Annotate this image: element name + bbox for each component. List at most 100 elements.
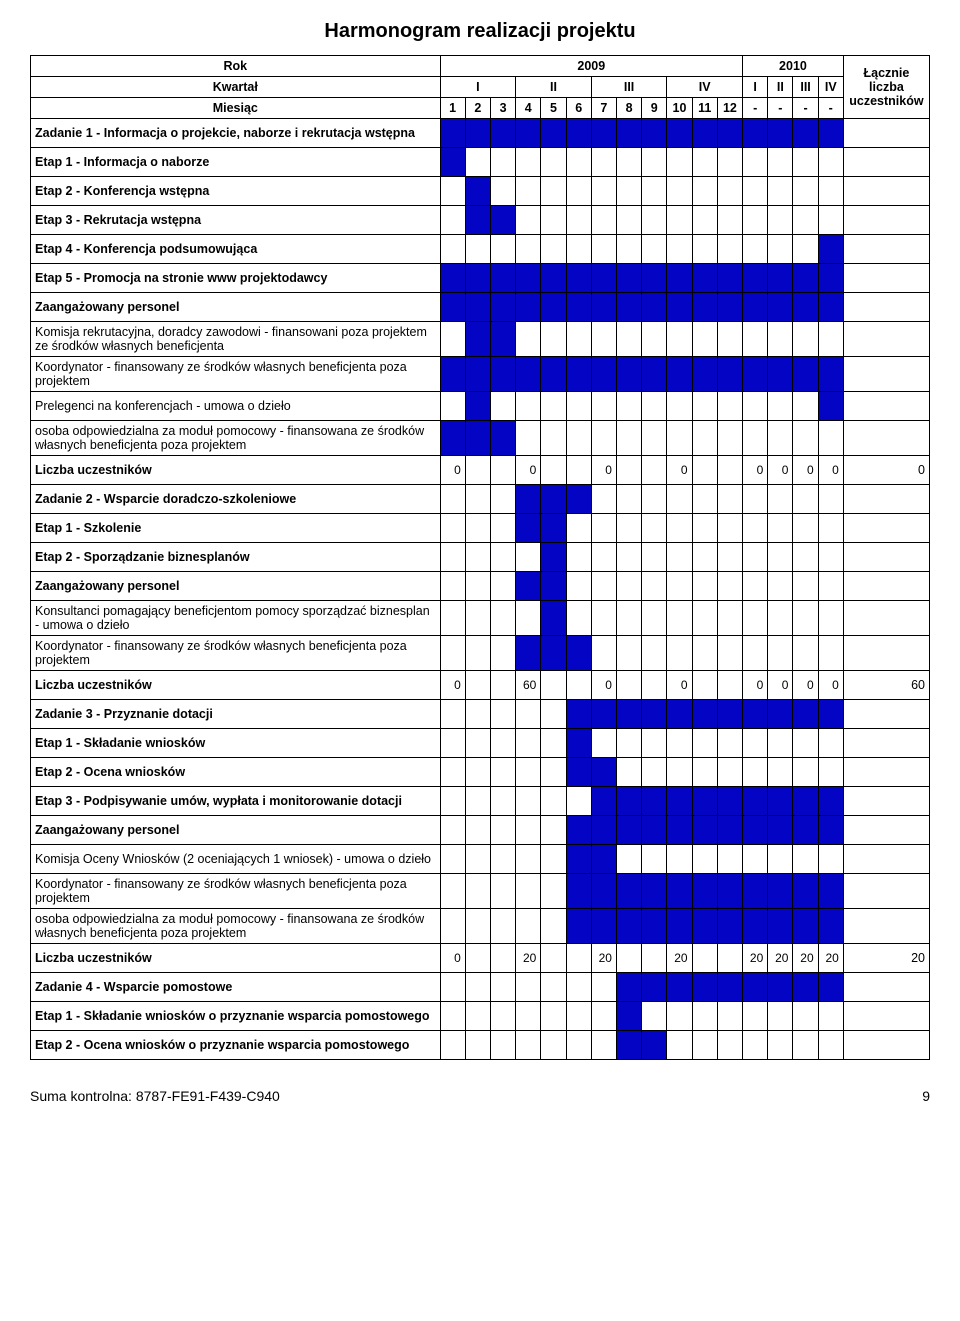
value-cell — [692, 456, 717, 485]
bar-cell — [490, 293, 515, 322]
empty-cell — [818, 1031, 843, 1060]
bar-cell — [667, 816, 692, 845]
row-total — [843, 973, 929, 1002]
row-label: Etap 5 - Promocja na stronie www projekt… — [31, 264, 441, 293]
header-month: 7 — [591, 98, 616, 119]
empty-cell — [616, 845, 641, 874]
empty-cell — [793, 514, 818, 543]
bar-cell — [642, 264, 667, 293]
bar-cell — [768, 357, 793, 392]
empty-cell — [591, 235, 616, 264]
bar-cell — [566, 293, 591, 322]
empty-cell — [667, 729, 692, 758]
empty-cell — [465, 787, 490, 816]
bar-cell — [616, 264, 641, 293]
header-miesiac: Miesiąc — [31, 98, 441, 119]
empty-cell — [616, 601, 641, 636]
bar-cell — [818, 293, 843, 322]
bar-cell — [465, 264, 490, 293]
bar-cell — [541, 264, 566, 293]
table-row: Etap 2 - Konferencja wstępna — [31, 177, 930, 206]
empty-cell — [440, 636, 465, 671]
bar-cell — [793, 816, 818, 845]
row-label: Konsultanci pomagający beneficjentom pom… — [31, 601, 441, 636]
bar-cell — [717, 973, 742, 1002]
empty-cell — [667, 1002, 692, 1031]
row-label: Etap 3 - Rekrutacja wstępna — [31, 206, 441, 235]
bar-cell — [818, 909, 843, 944]
bar-cell — [465, 322, 490, 357]
empty-cell — [793, 235, 818, 264]
empty-cell — [717, 845, 742, 874]
empty-cell — [440, 787, 465, 816]
empty-cell — [768, 543, 793, 572]
bar-cell — [692, 909, 717, 944]
header-q: II — [768, 77, 793, 98]
bar-cell — [818, 119, 843, 148]
table-row: Liczba uczestników000000000 — [31, 456, 930, 485]
table-row: Etap 3 - Podpisywanie umów, wypłata i mo… — [31, 787, 930, 816]
empty-cell — [440, 485, 465, 514]
row-total — [843, 421, 929, 456]
bar-cell — [717, 264, 742, 293]
table-row: Etap 1 - Składanie wniosków — [31, 729, 930, 758]
empty-cell — [717, 729, 742, 758]
empty-cell — [490, 392, 515, 421]
table-row: Zaangażowany personel — [31, 293, 930, 322]
row-total — [843, 357, 929, 392]
bar-cell — [768, 874, 793, 909]
bar-cell — [591, 264, 616, 293]
empty-cell — [743, 636, 768, 671]
empty-cell — [818, 845, 843, 874]
empty-cell — [692, 572, 717, 601]
row-total — [843, 206, 929, 235]
header-month: 3 — [490, 98, 515, 119]
empty-cell — [516, 787, 541, 816]
row-label: osoba odpowiedzialna za moduł pomocowy -… — [31, 421, 441, 456]
empty-cell — [591, 392, 616, 421]
bar-cell — [667, 357, 692, 392]
bar-cell — [541, 636, 566, 671]
bar-cell — [692, 874, 717, 909]
empty-cell — [667, 322, 692, 357]
empty-cell — [768, 514, 793, 543]
empty-cell — [692, 758, 717, 787]
empty-cell — [616, 421, 641, 456]
empty-cell — [642, 322, 667, 357]
bar-cell — [440, 293, 465, 322]
empty-cell — [667, 758, 692, 787]
table-row: Koordynator - finansowany ze środków wła… — [31, 636, 930, 671]
empty-cell — [490, 816, 515, 845]
bar-cell — [667, 973, 692, 1002]
bar-cell — [541, 543, 566, 572]
empty-cell — [818, 421, 843, 456]
empty-cell — [642, 392, 667, 421]
empty-cell — [516, 1031, 541, 1060]
table-row: Etap 1 - Szkolenie — [31, 514, 930, 543]
table-row: Zadanie 4 - Wsparcie pomostowe — [31, 973, 930, 1002]
footer-page-number: 9 — [922, 1088, 930, 1104]
bar-cell — [743, 909, 768, 944]
bar-cell — [566, 485, 591, 514]
empty-cell — [818, 514, 843, 543]
bar-cell — [818, 973, 843, 1002]
empty-cell — [818, 206, 843, 235]
empty-cell — [692, 601, 717, 636]
empty-cell — [667, 148, 692, 177]
empty-cell — [717, 1002, 742, 1031]
empty-cell — [516, 177, 541, 206]
value-cell: 0 — [591, 456, 616, 485]
bar-cell — [818, 816, 843, 845]
value-cell — [541, 671, 566, 700]
header-q: II — [516, 77, 592, 98]
empty-cell — [692, 392, 717, 421]
empty-cell — [818, 758, 843, 787]
empty-cell — [465, 601, 490, 636]
bar-cell — [591, 787, 616, 816]
empty-cell — [440, 1031, 465, 1060]
empty-cell — [440, 758, 465, 787]
bar-cell — [818, 700, 843, 729]
value-cell — [616, 944, 641, 973]
empty-cell — [642, 572, 667, 601]
bar-cell — [591, 293, 616, 322]
